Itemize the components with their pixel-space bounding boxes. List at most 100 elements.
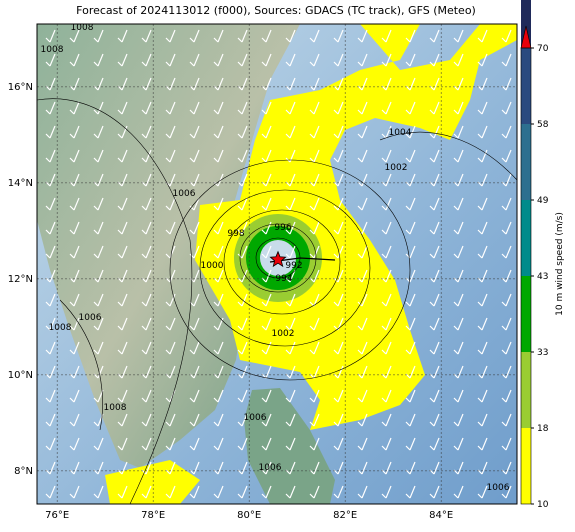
wind-barb (381, 29, 392, 43)
wind-barb (333, 341, 344, 355)
wind-barb (141, 221, 152, 235)
wind-barb (381, 245, 392, 259)
wind-barb (453, 29, 464, 43)
wind-barb (501, 221, 512, 235)
lon-tick-label: 80°E (237, 510, 261, 521)
wind-barb (477, 221, 488, 235)
wind-barb (69, 125, 80, 139)
wind-barb (117, 341, 128, 355)
wind-barb (141, 389, 152, 403)
wind-barb (69, 293, 80, 307)
wind-barb (357, 245, 368, 259)
wind-barb (141, 437, 152, 451)
colorbar-segment (521, 276, 531, 352)
wind-barb (357, 29, 368, 43)
wind-barb (213, 293, 224, 307)
wind-barb (429, 149, 440, 163)
wind-barb (117, 485, 128, 499)
wind-barb (69, 413, 80, 427)
wind-barb (405, 389, 416, 403)
wind-barb (261, 293, 272, 307)
colorbar-segment (521, 48, 531, 124)
wind-barb (189, 53, 200, 67)
wind-barb (405, 221, 416, 235)
wind-barb (213, 197, 224, 211)
wind-barb (429, 389, 440, 403)
wind-barb (477, 125, 488, 139)
contour-label: 1006 (79, 313, 102, 323)
wind-barb (453, 341, 464, 355)
wind-barb (237, 53, 248, 67)
contour-label: 1006 (487, 483, 510, 493)
wind-barb (285, 29, 296, 43)
wind-barb (285, 389, 296, 403)
wind-barb (117, 389, 128, 403)
wind-barb (501, 413, 512, 427)
colorbar-tick-label: 33 (537, 348, 548, 358)
wind-barb (453, 413, 464, 427)
wind-barb (477, 101, 488, 115)
colorbar-label: 10 m wind speed (m/s) (555, 212, 565, 316)
wind-barb (501, 437, 512, 451)
wind-barb (381, 125, 392, 139)
wind-barb (189, 317, 200, 331)
wind-barb (117, 53, 128, 67)
wind-barb (501, 149, 512, 163)
wind-barb (477, 413, 488, 427)
wind-barb (501, 317, 512, 331)
wind-barb (141, 413, 152, 427)
colorbar-segment (521, 352, 531, 428)
wind-barb (45, 437, 56, 451)
wind-barb (405, 341, 416, 355)
wind-barb (165, 29, 176, 43)
wind-barb (309, 29, 320, 43)
wind-barb (381, 389, 392, 403)
wind-barb (501, 245, 512, 259)
wind-barb (285, 53, 296, 67)
wind-barb (357, 53, 368, 67)
wind-barb (381, 221, 392, 235)
wind-barb (189, 485, 200, 499)
wind-barb (165, 149, 176, 163)
contour-label: 1004 (389, 128, 412, 138)
wind-barb (261, 317, 272, 331)
wind-barb (333, 125, 344, 139)
wind-barb (213, 245, 224, 259)
colorbar-tick-label: 10 (537, 500, 549, 510)
colorbar-segment (521, 200, 531, 276)
wind-barb (165, 101, 176, 115)
wind-barb (333, 29, 344, 43)
wind-barb (69, 101, 80, 115)
wind-barb (405, 317, 416, 331)
wind-barb (333, 245, 344, 259)
wind-barb (261, 389, 272, 403)
wind-barb (429, 437, 440, 451)
lon-tick-label: 84°E (429, 510, 453, 521)
wind-barb (261, 485, 272, 499)
wind-barb (357, 485, 368, 499)
wind-barb (501, 29, 512, 43)
wind-barb (429, 245, 440, 259)
wind-barb (333, 149, 344, 163)
wind-barb (429, 413, 440, 427)
wind-barb (165, 413, 176, 427)
wind-barb (429, 485, 440, 499)
wind-barb (357, 341, 368, 355)
lon-tick-label: 78°E (141, 510, 165, 521)
contour-label: 992 (285, 261, 302, 271)
wind-barb (357, 293, 368, 307)
wind-barb (477, 437, 488, 451)
wind-barb (213, 413, 224, 427)
wind-barb (117, 245, 128, 259)
wind-barb (93, 125, 104, 139)
lat-tick-label: 16°N (8, 82, 33, 93)
wind-barb (453, 197, 464, 211)
wind-barb (165, 341, 176, 355)
wind-barb (189, 101, 200, 115)
wind-barb (477, 341, 488, 355)
wind-barb (237, 197, 248, 211)
wind-barb (381, 437, 392, 451)
wind-barb (165, 293, 176, 307)
wind-barb (69, 197, 80, 211)
contour-label: 996 (274, 223, 291, 233)
